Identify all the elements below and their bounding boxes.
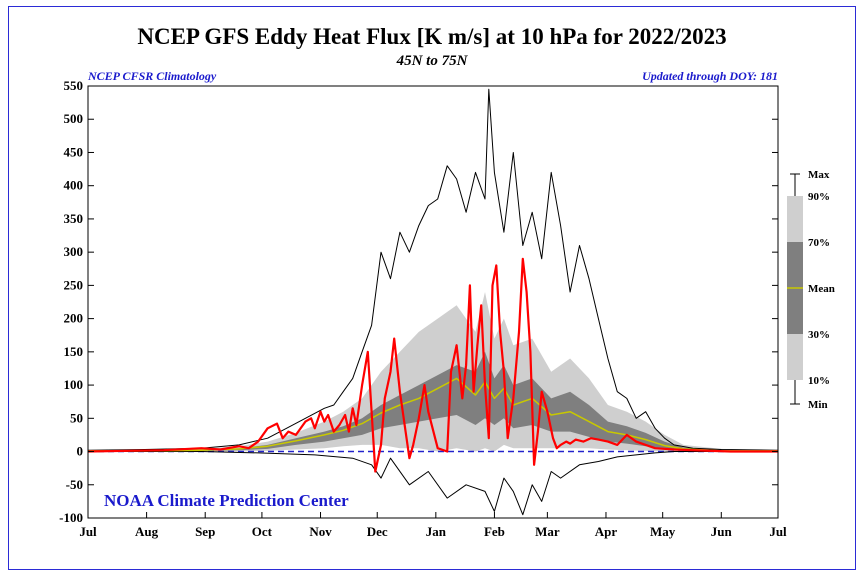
chart-subtitle: 45N to 75N [396, 53, 468, 69]
legend-label: 30% [808, 329, 830, 341]
x-tick-label: Jun [711, 524, 733, 539]
legend: Max 90% 70% Mean 30% 10% Min [787, 169, 835, 411]
y-tick-label: 250 [64, 277, 84, 292]
max-line [88, 88, 778, 451]
x-axis: Jul Aug Sep Oct Nov Dec Jan Feb Mar Apr May Jun Jul [79, 512, 787, 539]
y-tick-label: 0 [77, 444, 84, 459]
x-tick-label: Dec [367, 524, 388, 539]
x-tick-label: Nov [309, 524, 332, 539]
plot-content [88, 88, 778, 516]
y-tick-label: -100 [59, 510, 83, 525]
mean-line [88, 377, 778, 452]
y-tick-label: 300 [64, 244, 84, 259]
x-tick-label: Feb [484, 524, 505, 539]
y-axis: -100 -50 0 50 100 150 200 250 300 350 400 450 500 550 [59, 78, 778, 525]
min-line [88, 451, 778, 516]
climatology-note: NCEP CFSR Climatology [88, 69, 217, 83]
x-tick-label: Oct [252, 524, 273, 539]
band-10-90 [88, 292, 778, 452]
x-tick-label: May [650, 524, 676, 539]
legend-label: 70% [808, 237, 830, 249]
y-tick-label: 50 [70, 410, 83, 425]
legend-label: Min [808, 399, 828, 411]
legend-label: 90% [808, 191, 830, 203]
x-tick-label: Apr [595, 524, 618, 539]
y-tick-label: 550 [64, 78, 84, 93]
y-tick-label: 400 [64, 178, 84, 193]
x-tick-label: Aug [135, 524, 159, 539]
y-tick-label: 350 [64, 211, 84, 226]
y-tick-label: 450 [64, 144, 84, 159]
y-tick-label: 200 [64, 311, 84, 326]
legend-label: 10% [808, 375, 830, 387]
y-tick-label: 150 [64, 344, 84, 359]
plot-border [87, 85, 779, 519]
legend-label: Max [808, 169, 830, 181]
update-note: Updated through DOY: 181 [642, 69, 778, 83]
watermark: NOAA Climate Prediction Center [104, 491, 349, 510]
chart-frame [8, 6, 856, 570]
y-tick-label: 500 [64, 111, 84, 126]
legend-label: Mean [808, 283, 835, 295]
y-tick-label: 100 [64, 377, 84, 392]
chart-title: NCEP GFS Eddy Heat Flux [K m/s] at 10 hP… [137, 24, 727, 49]
x-tick-label: Jul [79, 524, 97, 539]
x-tick-label: Sep [195, 524, 215, 539]
band-30-70 [88, 351, 778, 452]
plot-area [88, 86, 778, 518]
observed-line [88, 257, 778, 473]
y-tick-label: -50 [66, 477, 83, 492]
x-tick-label: Mar [535, 524, 560, 539]
x-tick-label: Jul [769, 524, 787, 539]
x-tick-label: Jan [426, 524, 447, 539]
